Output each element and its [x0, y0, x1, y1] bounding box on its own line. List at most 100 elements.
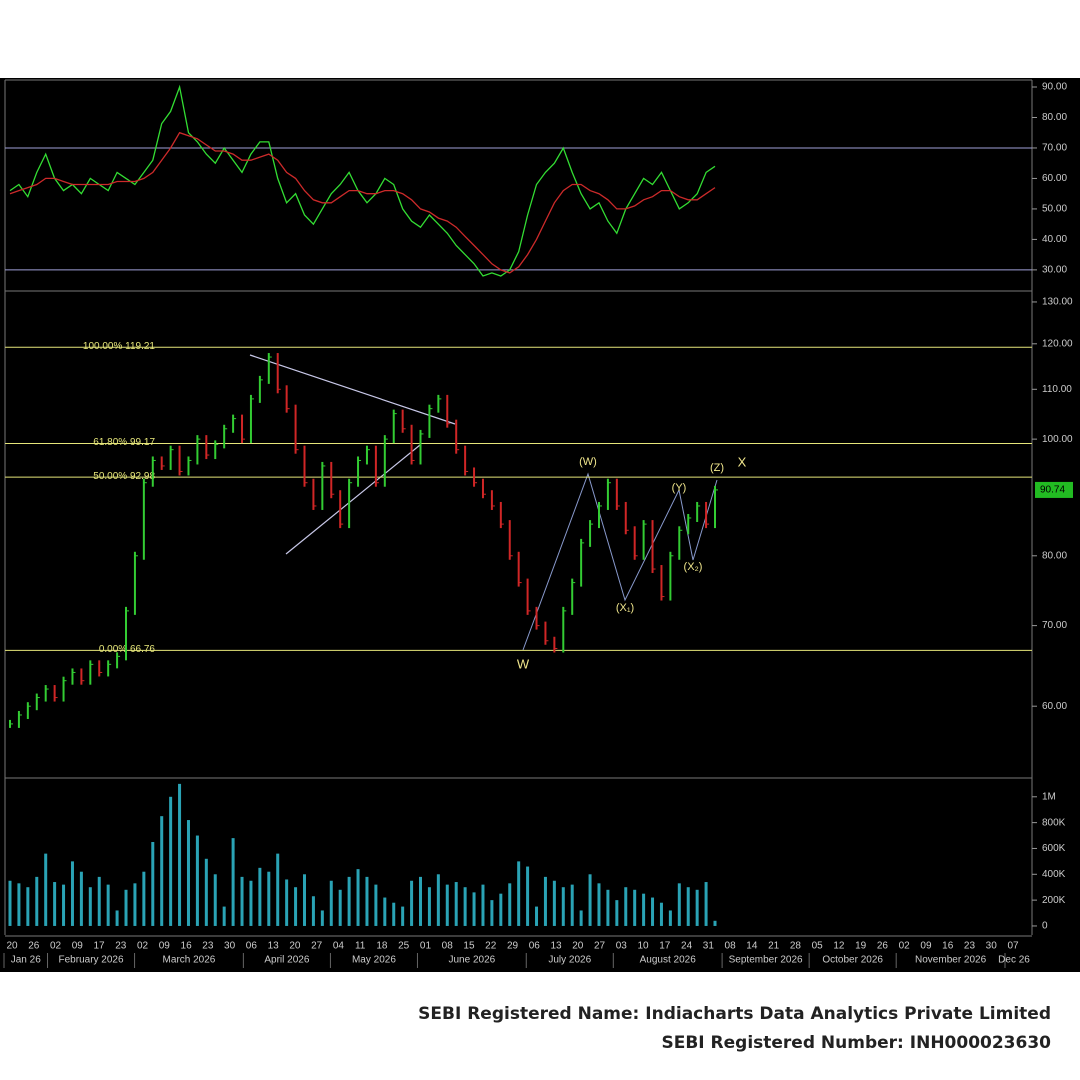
x-tick-label: 23 — [115, 941, 127, 952]
volume-bar — [124, 889, 128, 926]
volume-bar — [365, 876, 369, 926]
x-tick-label: 19 — [855, 941, 867, 952]
x-tick-label: 28 — [790, 941, 802, 952]
volume-bar — [392, 902, 396, 926]
x-tick-label: 13 — [550, 941, 562, 952]
x-tick-label: 30 — [224, 941, 236, 952]
x-tick-label: 16 — [942, 941, 954, 952]
volume-bar — [472, 892, 476, 926]
month-label: Jan 26 — [11, 955, 41, 966]
month-label: October 2026 — [822, 955, 883, 966]
fib-label: 100.00% 119.21 — [83, 341, 156, 352]
x-tick-label: 02 — [899, 941, 911, 952]
x-tick-label: 31 — [703, 941, 715, 952]
volume-bar — [695, 889, 699, 926]
volume-bar — [160, 816, 164, 926]
volume-bar — [106, 884, 110, 926]
volume-bar — [311, 896, 315, 926]
volume-bar — [436, 874, 440, 926]
x-tick-label: 06 — [529, 941, 541, 952]
volume-bar — [713, 920, 717, 926]
volume-bar — [222, 906, 226, 926]
volume-bar — [35, 876, 39, 926]
x-tick-label: 04 — [333, 941, 345, 952]
volume-bar — [285, 879, 289, 926]
volume-bar — [249, 880, 253, 926]
wave-label: (Y) — [672, 482, 687, 494]
volume-bar — [294, 887, 298, 926]
x-tick-label: 16 — [181, 941, 193, 952]
volume-bar — [44, 853, 48, 926]
volume-bar — [70, 861, 74, 926]
volume-bar — [276, 853, 280, 926]
y-tick-label: 130.00 — [1042, 297, 1073, 308]
volume-bar — [668, 910, 672, 926]
x-tick-label: 02 — [50, 941, 62, 952]
x-tick-label: 13 — [268, 941, 280, 952]
volume-bar — [579, 910, 583, 926]
wave-label: (X₂) — [684, 561, 703, 573]
x-tick-label: 08 — [725, 941, 737, 952]
x-tick-label: 20 — [572, 941, 584, 952]
month-label: March 2026 — [163, 955, 216, 966]
volume-bar — [204, 858, 208, 926]
volume-bar — [401, 906, 405, 926]
volume-bar — [88, 887, 92, 926]
month-label: November 2026 — [915, 955, 987, 966]
y-tick-label: 50.00 — [1042, 204, 1067, 215]
volume-bar — [410, 880, 414, 926]
volume-bar — [26, 887, 30, 926]
x-tick-label: 22 — [485, 941, 497, 952]
y-tick-label: 120.00 — [1042, 338, 1073, 349]
volume-bar — [320, 910, 324, 926]
volume-bar — [642, 893, 646, 926]
wave-label: (X₁) — [616, 602, 634, 614]
x-tick-label: 24 — [681, 941, 693, 952]
x-tick-label: 26 — [877, 941, 889, 952]
volume-bar — [338, 889, 342, 926]
x-tick-label: 09 — [920, 941, 932, 952]
x-tick-label: 03 — [616, 941, 628, 952]
x-tick-label: 02 — [137, 941, 149, 952]
chart: 90.0080.0070.0060.0050.0040.0030.00130.0… — [0, 78, 1080, 972]
x-tick-label: 21 — [768, 941, 780, 952]
volume-bar — [419, 876, 423, 926]
volume-bar — [213, 874, 217, 926]
volume-bar — [615, 900, 619, 926]
volume-bar — [606, 889, 610, 926]
x-tick-label: 29 — [507, 941, 519, 952]
volume-bar — [356, 869, 360, 926]
y-tick-label: 0 — [1042, 921, 1048, 932]
volume-bar — [597, 883, 601, 926]
volume-bar — [454, 882, 458, 926]
month-label: April 2026 — [264, 955, 309, 966]
y-tick-label: 100.00 — [1042, 434, 1073, 445]
month-label: May 2026 — [352, 955, 396, 966]
volume-bar — [347, 876, 351, 926]
volume-bar — [374, 884, 378, 926]
volume-bar — [258, 867, 262, 926]
wave-label: (W) — [579, 456, 597, 468]
volume-bar — [115, 910, 119, 926]
volume-bar — [499, 893, 503, 926]
x-tick-label: 10 — [638, 941, 650, 952]
y-tick-label: 1M — [1042, 791, 1056, 802]
x-tick-label: 23 — [964, 941, 976, 952]
volume-bar — [79, 871, 83, 926]
volume-bar — [570, 884, 574, 926]
rsi-line — [9, 84, 716, 277]
volume-bar — [633, 889, 637, 926]
x-tick-label: 15 — [463, 941, 475, 952]
month-label: July 2026 — [548, 955, 591, 966]
volume-bar — [517, 861, 521, 926]
volume-bar — [142, 871, 146, 926]
volume-bar — [329, 880, 333, 926]
volume-bar — [53, 882, 57, 926]
volume-bar — [561, 887, 565, 926]
fib-label: 50.00% 92.98 — [93, 471, 155, 482]
volume-bar — [526, 866, 530, 926]
volume-bar — [543, 876, 547, 926]
x-tick-label: 11 — [355, 941, 366, 952]
wave-label: (Z) — [710, 462, 724, 474]
volume-bar — [686, 887, 690, 926]
